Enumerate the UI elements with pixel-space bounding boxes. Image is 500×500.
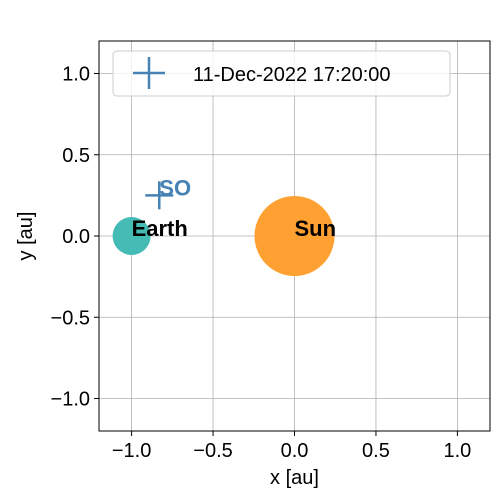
- sun-label: Sun: [295, 216, 337, 241]
- legend-entry-label: 11-Dec-2022 17:20:00: [193, 64, 391, 86]
- earth-label: Earth: [132, 216, 188, 241]
- y-tick-label: 0.5: [62, 145, 90, 167]
- y-tick-label: 1.0: [62, 64, 90, 86]
- axis-ticks: −1.0 −0.5 0.0 0.5 1.0 −1.0 −0.5 0.0 0.5 1.0: [51, 64, 472, 463]
- x-tick-label: −0.5: [193, 440, 232, 462]
- so-label: SO: [159, 175, 191, 200]
- x-tick-label: 0.5: [362, 440, 390, 462]
- x-tick-label: −1.0: [112, 440, 151, 462]
- legend-marker-plus: [133, 57, 165, 89]
- legend: 11-Dec-2022 17:20:00: [112, 50, 451, 97]
- earth-marker: [112, 217, 151, 255]
- data-markers: [112, 181, 335, 276]
- y-tick-label: −1.0: [51, 389, 90, 411]
- so-marker: [145, 181, 174, 210]
- y-axis-label: y [au]: [15, 212, 37, 261]
- sun-marker: [254, 196, 335, 276]
- y-tick-label: −0.5: [51, 307, 90, 329]
- point-labels: Sun Earth SO: [132, 175, 336, 241]
- x-tick-label: 1.0: [444, 440, 472, 462]
- x-axis-label: x [au]: [270, 467, 319, 489]
- legend-box: [112, 50, 451, 97]
- y-tick-label: 0.0: [62, 226, 90, 248]
- x-tick-label: 0.0: [281, 440, 309, 462]
